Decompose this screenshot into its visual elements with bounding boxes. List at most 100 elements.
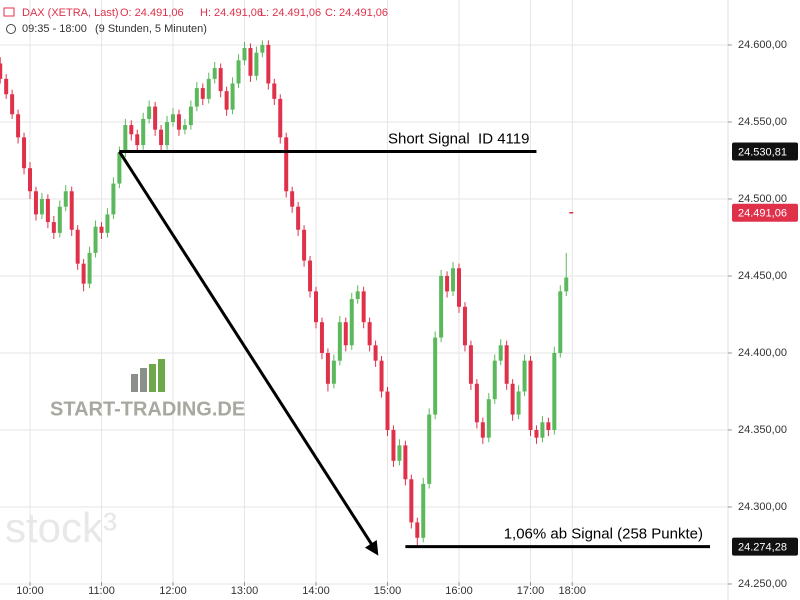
candle-body [224,91,229,110]
candle-body [248,48,253,76]
candle-body [278,98,283,138]
price-tag [732,203,798,222]
candle-body [188,106,193,126]
candle-body [409,479,414,523]
ohlc-value: L: 24.491,06 [260,7,321,19]
x-tick-label: 12:00 [159,585,187,597]
candle-body [22,137,27,169]
x-tick-label: 13:00 [231,585,259,597]
watermark-logo [131,359,165,392]
y-tick-label: 24.250,00 [738,578,787,590]
candle-body [314,291,318,323]
candle-body [200,88,205,99]
candle-body [421,483,426,538]
time-range: 09:35 - 18:00 [22,23,87,35]
header: DAX (XETRA, Last) O: 24.491,06 H: 24.491… [3,7,388,35]
candle-body [129,125,134,135]
y-tick-label: 24.400,00 [738,347,787,359]
duration: (9 Stunden, 5 Minuten) [95,23,207,35]
candle-body [308,260,313,292]
candle-body [540,422,545,438]
y-tick-label: 24.450,00 [738,270,787,282]
candle-body [230,83,235,110]
x-tick-label: 18:00 [558,585,586,597]
candle-body [558,291,563,353]
price-tag-label: 24.530,81 [738,146,787,158]
candle-body [510,383,515,415]
price-tag-label: 24.274,28 [738,541,787,553]
candle-body [260,44,265,53]
candle-body [486,399,491,438]
clock-icon [6,24,16,34]
candle-body [141,118,146,146]
candle-body [337,322,342,361]
watermark: stock³ [5,504,117,551]
candle-body [462,306,467,346]
candle-body [182,125,187,130]
x-tick-label: 11:00 [88,585,115,597]
candle-body [165,121,170,146]
candle-body [480,422,485,438]
signal-label: Short Signal ID 4119 [388,130,529,147]
candle-body [153,106,158,130]
candle-body [564,277,569,292]
chart-icon [3,7,15,17]
candle-body [117,152,122,184]
arrow-line [118,150,376,550]
candle-body [111,183,116,215]
candle-body [159,129,164,146]
candle-body [51,222,56,233]
candle-body [87,252,92,284]
candle-body [105,214,110,233]
candle-body [93,226,98,253]
candle-body [343,322,348,346]
candle-body [552,352,557,430]
candle-body [272,83,277,99]
price-tag [732,537,798,556]
candle-body [319,322,324,353]
candle-body [4,78,9,95]
candle-body [522,360,527,392]
candle-body [361,291,366,323]
y-tick-label: 24.350,00 [738,424,787,436]
symbol: DAX (XETRA, Last) [22,7,119,19]
candle-body [218,68,223,92]
candle-body [445,275,450,292]
target-label: 1,06% ab Signal (258 Punkte) [504,526,703,543]
candle-body [63,191,68,207]
candle-body [451,268,456,292]
candle-body [194,88,199,107]
candle-body [433,337,438,415]
candle-body [397,445,402,461]
x-tick-label: 15:00 [374,585,402,597]
candle-body [504,345,509,384]
candle-body [349,299,354,346]
candle-body [492,360,497,400]
price-tag [732,142,798,161]
candle-body [302,229,307,261]
candle-body [403,445,408,480]
candle-body [33,191,38,215]
candle-body [99,226,104,233]
candle-body [373,345,378,361]
candle-body [331,360,336,384]
candle-body [0,63,3,79]
candle-body [325,352,330,384]
x-tick-label: 10:00 [16,585,44,597]
candle-body [498,345,503,361]
watermark: START-TRADING.DE [50,398,245,420]
candle-body [296,206,301,230]
candle-body [546,422,551,430]
candle-body [236,60,241,84]
price-tag-label: 24.491,06 [738,208,787,220]
candle-body [254,52,259,76]
candle-body [28,168,32,192]
candle-body [534,429,539,438]
candle-body [81,263,86,284]
candle-body [439,275,444,338]
candle-body [528,360,533,430]
candle-body [367,322,372,346]
candle-body [516,391,521,415]
